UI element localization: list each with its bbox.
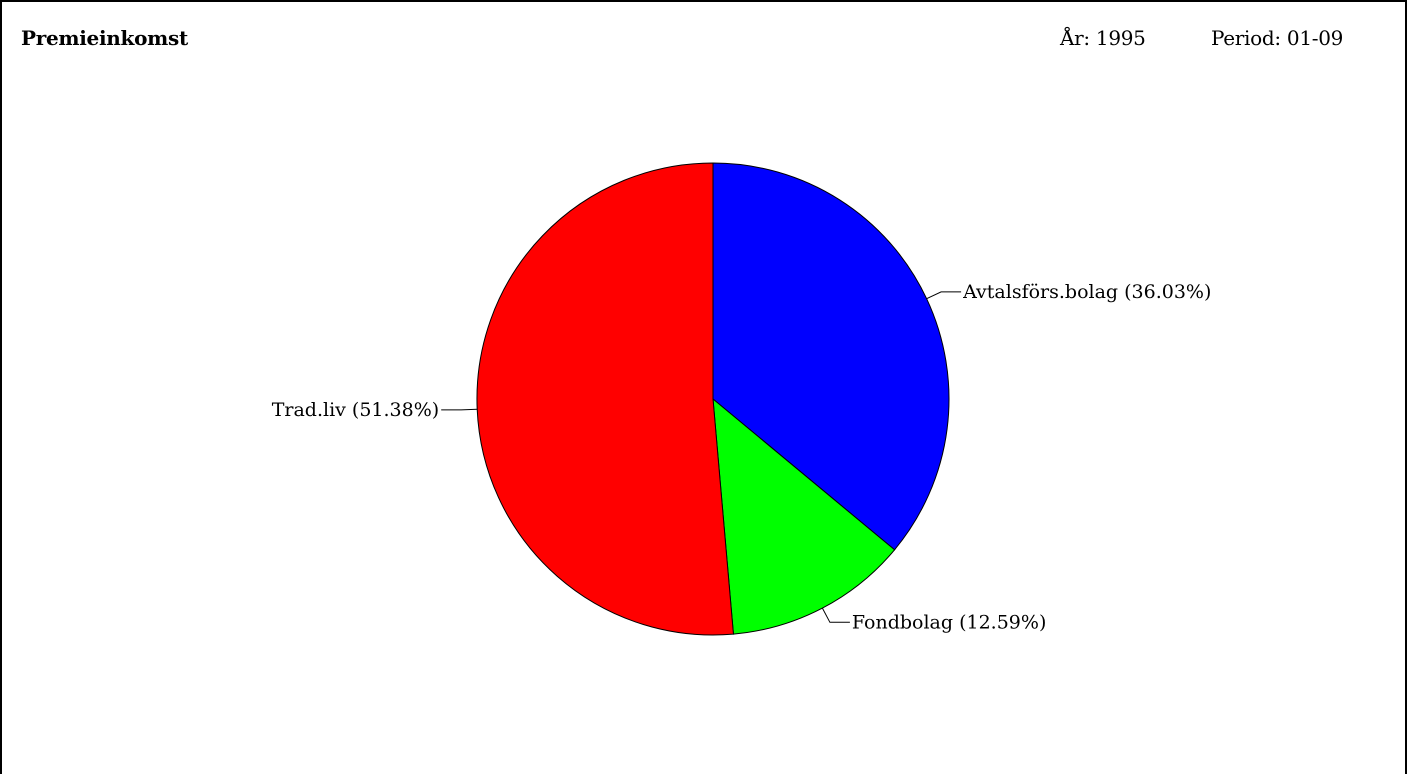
slice-label-avtalsf-rs-bolag: Avtalsförs.bolag (36.03%) [962,281,1211,303]
year-label: År: 1995 [1060,26,1146,50]
pie-slice-trad-liv [476,162,734,636]
pie-slice-fondbolag [712,397,896,635]
slice-label-fondbolag: Fondbolag (12.59%) [852,611,1046,633]
leader-line-fondbolag [821,607,850,623]
pie-slices [476,162,950,636]
slice-label-trad-liv: Trad.liv (51.38%) [272,399,439,421]
leader-line-trad-liv [441,408,478,411]
chart-title: Premieinkomst [21,26,188,50]
slice-labels: Avtalsförs.bolag (36.03%) Fondbolag (12.5… [272,281,1212,633]
period-label: Period: 01-09 [1211,26,1344,50]
leader-line-avtalsf-rs-bolag [926,291,962,300]
leader-lines [441,291,962,623]
